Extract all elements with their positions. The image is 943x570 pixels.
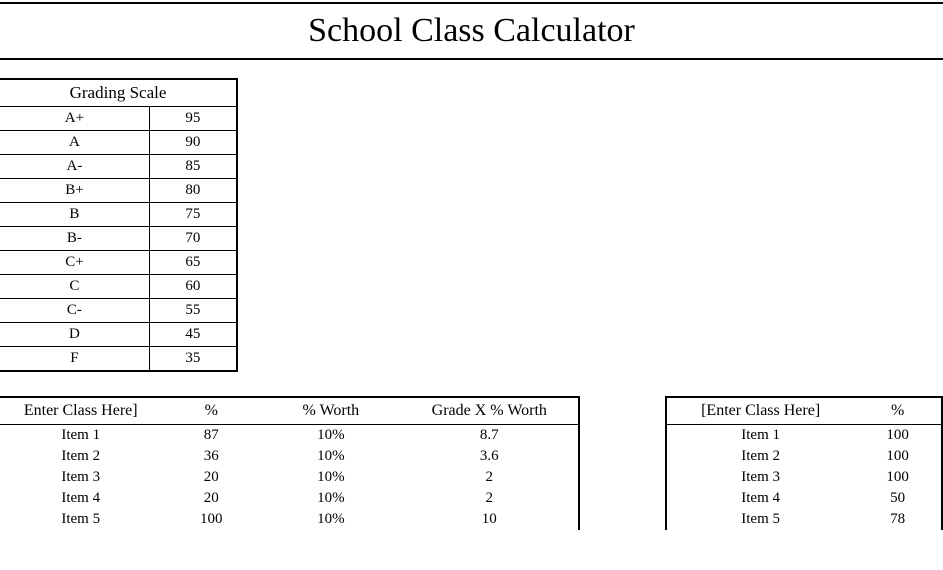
class-header-worth: % Worth <box>261 398 401 424</box>
grading-letter[interactable]: C <box>0 275 149 299</box>
class-left-body: Item 18710%8.7Item 23610%3.6Item 32010%2… <box>0 425 578 530</box>
item-pct[interactable]: 20 <box>161 488 261 509</box>
item-pct[interactable]: 78 <box>854 509 941 530</box>
item-gxw[interactable]: 2 <box>401 488 578 509</box>
class-header-pct: % <box>854 398 941 424</box>
item-pct[interactable]: 20 <box>161 467 261 488</box>
grading-letter[interactable]: A+ <box>0 107 149 131</box>
item-pct[interactable]: 100 <box>854 467 941 488</box>
class-header-name[interactable]: Enter Class Here] <box>0 398 161 424</box>
item-name[interactable]: Item 4 <box>667 488 854 509</box>
class-row: Item 23610%3.6 <box>0 446 578 467</box>
item-pct[interactable]: 100 <box>854 446 941 467</box>
grading-scale-row: D45 <box>0 323 237 347</box>
class-right-body: Item 1100Item 2100Item 3100Item 450Item … <box>667 425 941 530</box>
grading-scale-row: A-85 <box>0 155 237 179</box>
item-pct[interactable]: 50 <box>854 488 941 509</box>
item-name[interactable]: Item 4 <box>0 488 161 509</box>
item-worth[interactable]: 10% <box>261 467 401 488</box>
item-worth[interactable]: 10% <box>261 488 401 509</box>
grading-letter[interactable]: B- <box>0 227 149 251</box>
grading-letter[interactable]: D <box>0 323 149 347</box>
item-gxw[interactable]: 10 <box>401 509 578 530</box>
grading-scale-row: C60 <box>0 275 237 299</box>
grading-value[interactable]: 55 <box>149 299 237 323</box>
grading-scale-row: A90 <box>0 131 237 155</box>
class-row: Item 450 <box>667 488 941 509</box>
grading-scale-header: Grading Scale <box>0 79 237 107</box>
class-row: Item 578 <box>667 509 941 530</box>
grading-value[interactable]: 75 <box>149 203 237 227</box>
class-table-left: Enter Class Here] % % Worth Grade X % Wo… <box>0 396 580 530</box>
grading-scale-row: F35 <box>0 347 237 372</box>
class-row: Item 510010%10 <box>0 509 578 530</box>
grading-scale-row: C+65 <box>0 251 237 275</box>
item-pct[interactable]: 87 <box>161 425 261 446</box>
item-worth[interactable]: 10% <box>261 446 401 467</box>
class-row: Item 1100 <box>667 425 941 446</box>
grading-scale-row: A+95 <box>0 107 237 131</box>
item-name[interactable]: Item 1 <box>0 425 161 446</box>
item-worth[interactable]: 10% <box>261 425 401 446</box>
title-bar: School Class Calculator <box>0 2 943 60</box>
item-name[interactable]: Item 2 <box>667 446 854 467</box>
class-row: Item 3100 <box>667 467 941 488</box>
grading-letter[interactable]: A <box>0 131 149 155</box>
item-name[interactable]: Item 1 <box>667 425 854 446</box>
item-pct[interactable]: 100 <box>854 425 941 446</box>
grading-letter[interactable]: C+ <box>0 251 149 275</box>
class-header-gxw: Grade X % Worth <box>401 398 578 424</box>
grading-value[interactable]: 90 <box>149 131 237 155</box>
grading-value[interactable]: 95 <box>149 107 237 131</box>
grading-value[interactable]: 70 <box>149 227 237 251</box>
grading-scale-body: A+95A90A-85B+80B75B-70C+65C60C-55D45F35 <box>0 107 237 372</box>
item-name[interactable]: Item 2 <box>0 446 161 467</box>
class-header-pct: % <box>161 398 261 424</box>
grading-scale-row: C-55 <box>0 299 237 323</box>
grading-value[interactable]: 85 <box>149 155 237 179</box>
class-row: Item 18710%8.7 <box>0 425 578 446</box>
grading-letter[interactable]: B <box>0 203 149 227</box>
grading-scale-row: B-70 <box>0 227 237 251</box>
grading-value[interactable]: 80 <box>149 179 237 203</box>
grading-value[interactable]: 60 <box>149 275 237 299</box>
item-gxw[interactable]: 3.6 <box>401 446 578 467</box>
grading-letter[interactable]: C- <box>0 299 149 323</box>
grading-value[interactable]: 45 <box>149 323 237 347</box>
class-table-right: [Enter Class Here] % Item 1100Item 2100I… <box>665 396 943 530</box>
item-worth[interactable]: 10% <box>261 509 401 530</box>
class-row: Item 32010%2 <box>0 467 578 488</box>
grading-scale-table: Grading Scale A+95A90A-85B+80B75B-70C+65… <box>0 78 238 372</box>
item-name[interactable]: Item 5 <box>667 509 854 530</box>
grading-letter[interactable]: B+ <box>0 179 149 203</box>
grading-value[interactable]: 65 <box>149 251 237 275</box>
item-name[interactable]: Item 3 <box>667 467 854 488</box>
class-row: Item 42010%2 <box>0 488 578 509</box>
class-header-name[interactable]: [Enter Class Here] <box>667 398 854 424</box>
item-pct[interactable]: 100 <box>161 509 261 530</box>
item-name[interactable]: Item 3 <box>0 467 161 488</box>
grading-letter[interactable]: F <box>0 347 149 372</box>
grading-letter[interactable]: A- <box>0 155 149 179</box>
item-gxw[interactable]: 8.7 <box>401 425 578 446</box>
grading-scale-row: B75 <box>0 203 237 227</box>
item-pct[interactable]: 36 <box>161 446 261 467</box>
item-gxw[interactable]: 2 <box>401 467 578 488</box>
item-name[interactable]: Item 5 <box>0 509 161 530</box>
grading-scale-row: B+80 <box>0 179 237 203</box>
page-title: School Class Calculator <box>0 12 943 50</box>
class-row: Item 2100 <box>667 446 941 467</box>
grading-value[interactable]: 35 <box>149 347 237 372</box>
